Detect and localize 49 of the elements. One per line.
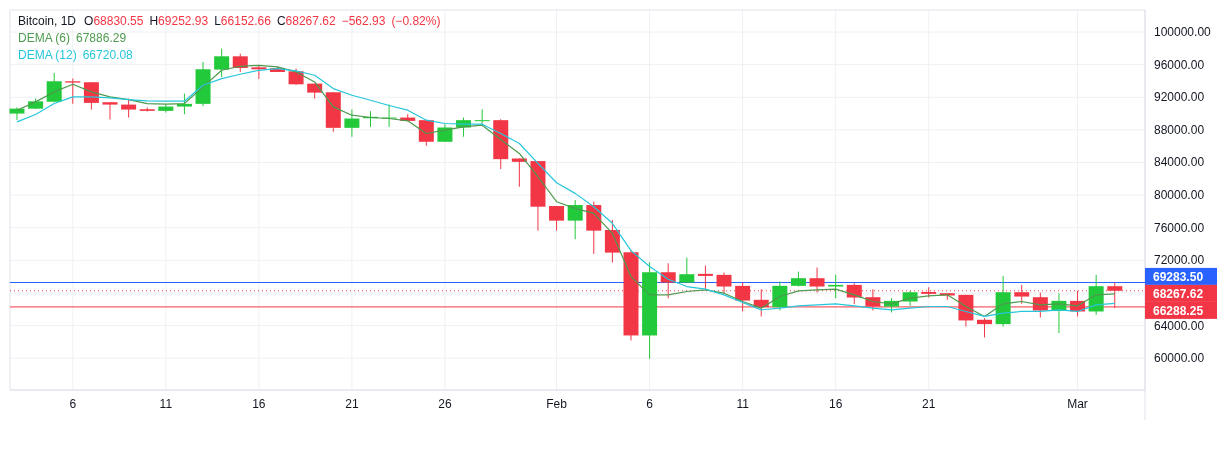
x-tick-label: 21 <box>922 397 936 411</box>
y-tick-label: 80000.00 <box>1154 188 1205 203</box>
annotation: 66720.08 <box>82 48 134 62</box>
candlestick <box>121 98 137 119</box>
candlestick <box>65 78 81 105</box>
candlestick <box>214 48 230 78</box>
y-tick-label: 72000.00 <box>1154 253 1205 268</box>
y-tick-label: 76000.00 <box>1154 220 1205 235</box>
candlestick <box>828 274 844 299</box>
candlestick <box>418 119 434 147</box>
x-tick-label: 16 <box>252 397 266 411</box>
x-tick-label: 11 <box>736 397 750 411</box>
x-tick-label: 6 <box>69 397 77 411</box>
candlestick <box>176 93 192 115</box>
candlestick <box>344 109 360 138</box>
text: DEMA (6) <box>18 31 71 45</box>
candlestick <box>977 317 993 338</box>
ref-line-label: 68267.62 <box>1153 286 1204 301</box>
y-tick-label: 84000.00 <box>1154 155 1205 170</box>
candlestick <box>9 106 25 121</box>
text: O68830.55 H69252.93 L66152.66 C68267.62 −562.93 (−0.82%) <box>84 14 441 28</box>
y-tick-label: 64000.00 <box>1154 318 1205 333</box>
y-tick-label: 100000.00 <box>1154 25 1212 40</box>
candlestick <box>549 205 565 232</box>
y-tick-label: 92000.00 <box>1154 90 1205 105</box>
chart-title: Bitcoin, 1D <box>18 14 77 28</box>
x-tick-label: 16 <box>828 397 843 411</box>
candlestick <box>102 101 118 121</box>
x-tick-label: 26 <box>438 397 452 411</box>
text: DEMA (12) <box>18 48 77 62</box>
candlestick <box>511 157 527 188</box>
candlestick <box>46 72 62 103</box>
ref-line-label: 69283.50 <box>1153 269 1204 284</box>
candlestick <box>251 64 267 80</box>
annotation: 67886.29 <box>76 31 127 45</box>
x-tick-label: 21 <box>345 397 359 411</box>
candlestick <box>567 199 583 240</box>
x-tick-label: 11 <box>159 397 173 411</box>
ref-line-label: 66288.25 <box>1153 303 1204 318</box>
y-tick-label: 96000.00 <box>1154 57 1205 72</box>
y-tick-label: 60000.00 <box>1154 351 1205 366</box>
candlestick <box>697 265 713 290</box>
x-tick-label: 6 <box>646 397 654 411</box>
candlestick <box>474 108 490 126</box>
y-tick-label: 88000.00 <box>1154 122 1205 137</box>
candlestick <box>772 281 788 311</box>
candlestick <box>679 257 695 284</box>
x-tick-label: Feb <box>546 397 568 411</box>
x-tick-label: Mar <box>1067 397 1088 411</box>
